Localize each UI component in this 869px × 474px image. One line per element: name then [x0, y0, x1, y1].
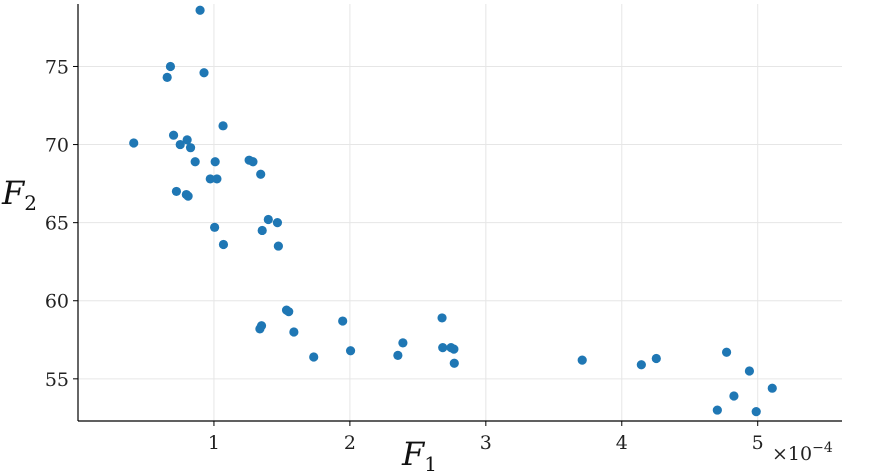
data-point	[171, 186, 182, 197]
x-tick-label: 1	[208, 432, 220, 454]
data-point	[398, 338, 408, 348]
data-points	[129, 5, 777, 417]
data-point	[767, 383, 777, 393]
x-tick-label: 4	[616, 432, 628, 454]
data-point	[218, 239, 229, 250]
data-point	[449, 358, 459, 368]
data-point	[437, 313, 447, 323]
data-point	[212, 174, 222, 184]
data-point	[129, 138, 139, 148]
data-point	[162, 72, 172, 83]
data-point	[338, 316, 348, 326]
data-point	[195, 5, 205, 15]
data-point	[438, 342, 448, 353]
y-tick-label: 55	[45, 369, 69, 391]
y-tick-label: 70	[45, 135, 69, 157]
data-point	[256, 169, 266, 179]
data-point	[190, 157, 200, 167]
data-point	[273, 241, 283, 251]
data-point	[729, 391, 739, 401]
x-tick-label: 2	[344, 432, 356, 454]
data-point	[168, 130, 179, 140]
data-point	[263, 214, 273, 225]
data-point	[345, 346, 356, 356]
data-point	[185, 143, 196, 153]
data-point	[218, 121, 228, 131]
y-tick-label: 60	[45, 291, 69, 313]
data-point	[636, 360, 646, 370]
grid	[78, 4, 842, 421]
x-tick-label: 5	[752, 432, 764, 454]
data-point	[272, 218, 283, 228]
data-point	[284, 307, 294, 317]
data-point	[721, 347, 732, 357]
data-point	[165, 61, 176, 72]
y-axis-label: F2	[1, 174, 37, 215]
data-point	[449, 344, 459, 354]
data-point	[257, 225, 267, 236]
data-point	[751, 407, 761, 417]
data-point	[651, 353, 661, 364]
data-point	[309, 352, 319, 362]
data-point	[393, 350, 403, 361]
x-scale-exponent: ×10−4	[772, 440, 833, 465]
data-point	[205, 174, 215, 184]
y-tick-label: 65	[45, 213, 69, 235]
data-point	[255, 324, 265, 334]
x-axis-label: F1	[401, 435, 437, 474]
data-point	[210, 157, 220, 167]
axes	[77, 4, 842, 422]
data-point	[210, 222, 220, 232]
data-point	[577, 355, 587, 365]
data-point	[248, 157, 258, 167]
data-point	[183, 191, 193, 201]
y-tick-label: 75	[45, 56, 69, 78]
x-tick-label: 3	[480, 432, 492, 454]
data-point	[182, 135, 192, 145]
data-point	[744, 366, 755, 376]
data-point	[712, 405, 722, 415]
data-point	[175, 139, 185, 150]
data-point	[199, 68, 209, 78]
data-point	[289, 327, 299, 337]
